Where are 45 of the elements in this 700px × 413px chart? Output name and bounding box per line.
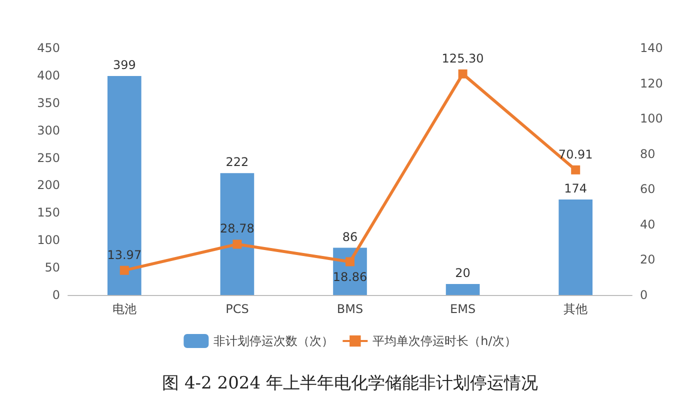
y2-tick-label: 120 [640,76,663,90]
y-tick-label: 400 [37,68,60,82]
point [120,266,129,275]
y-tick-label: 150 [37,206,60,220]
y-tick-label: 0 [52,288,60,302]
y2-tick-label: 40 [640,217,656,232]
y-tick-label: 250 [37,150,60,165]
legend-label: 平均单次停运时长（h/次） [372,334,516,348]
y2-tick-label: 60 [640,182,656,196]
data-label: 13.97 [107,248,142,262]
x-tick-label: BMS [336,302,364,316]
data-label: 222 [226,155,249,170]
y-tick-label: 100 [37,233,60,248]
data-label: 28.78 [220,222,254,236]
data-label: 20 [455,266,470,280]
data-label: 18.86 [332,270,368,284]
data-label: 174 [564,181,588,196]
bar [558,199,593,295]
data-label: 86 [342,230,358,244]
x-tick-label: 电池 [112,302,136,316]
x-tick-label: PCS [226,302,249,316]
y-tick-label: 200 [37,178,60,192]
y-tick-label: 50 [44,260,60,275]
point [571,165,580,174]
data-label: 70.91 [558,147,593,162]
point [346,257,354,266]
x-tick-label: 其他 [564,302,588,316]
legend-label: 非计划停运次数（次） [214,334,334,348]
y2-tick-label: 80 [640,146,656,161]
y2-tick-label: 100 [640,112,663,126]
data-label: 125.30 [442,51,484,66]
point [232,240,242,249]
x-tick-label: EMS [450,302,476,316]
y-tick-label: 350 [37,96,60,110]
y2-tick-label: 20 [640,252,656,267]
y2-tick-label: 0 [640,288,648,302]
data-label: 399 [112,58,136,72]
y2-tick-label: 140 [640,41,663,55]
point [458,69,468,78]
text: 图 4-2 2024 年上半年电化学储能非计划停运情况 [162,374,538,394]
bar [446,284,480,295]
bar [220,173,254,295]
bar [107,76,142,295]
y-tick-label: 300 [37,123,60,138]
y-tick-label: 450 [37,41,60,55]
